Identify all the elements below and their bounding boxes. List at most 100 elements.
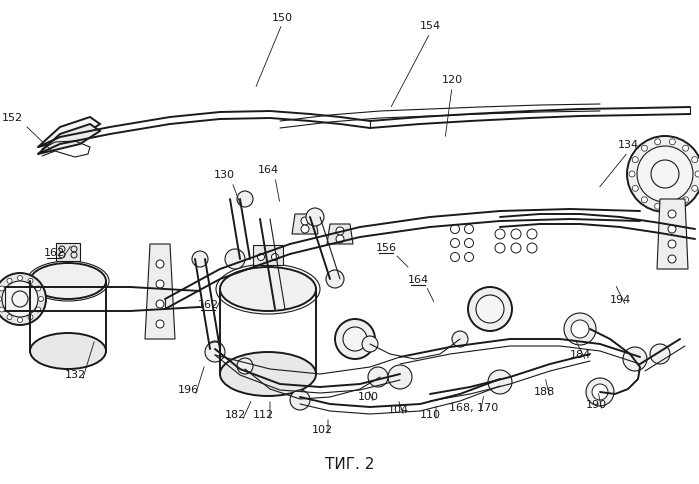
Circle shape	[692, 186, 698, 192]
Polygon shape	[327, 225, 353, 244]
Polygon shape	[56, 243, 80, 261]
Circle shape	[362, 336, 378, 352]
Circle shape	[335, 319, 375, 359]
Circle shape	[368, 367, 388, 387]
Circle shape	[668, 211, 676, 219]
Circle shape	[683, 146, 689, 152]
Polygon shape	[38, 125, 100, 155]
Circle shape	[7, 279, 12, 284]
Circle shape	[17, 318, 22, 323]
Text: 120: 120	[442, 75, 463, 85]
Circle shape	[205, 342, 225, 362]
Circle shape	[257, 254, 264, 261]
Text: 156: 156	[375, 242, 396, 253]
Text: 154: 154	[419, 21, 440, 31]
Circle shape	[452, 332, 468, 348]
Circle shape	[642, 146, 647, 152]
Circle shape	[683, 197, 689, 203]
Text: 196: 196	[178, 384, 199, 394]
Circle shape	[156, 320, 164, 328]
Circle shape	[326, 271, 344, 288]
Text: 102: 102	[312, 424, 333, 434]
Circle shape	[668, 241, 676, 248]
Text: 152: 152	[1, 113, 22, 123]
Circle shape	[301, 217, 309, 226]
Circle shape	[476, 295, 504, 323]
Circle shape	[655, 139, 661, 146]
Circle shape	[571, 320, 589, 338]
Circle shape	[623, 348, 647, 371]
Polygon shape	[145, 244, 175, 339]
Circle shape	[627, 136, 699, 212]
Circle shape	[28, 279, 33, 284]
Ellipse shape	[220, 268, 316, 311]
Circle shape	[650, 344, 670, 364]
Circle shape	[237, 192, 253, 208]
Circle shape	[637, 147, 693, 203]
Circle shape	[527, 243, 537, 254]
Text: 110: 110	[419, 409, 440, 419]
Circle shape	[28, 315, 33, 320]
Circle shape	[668, 256, 676, 263]
Polygon shape	[253, 245, 283, 265]
Circle shape	[156, 301, 164, 308]
Polygon shape	[292, 214, 318, 235]
Text: 104: 104	[387, 404, 408, 414]
Text: 164: 164	[408, 274, 428, 285]
Circle shape	[271, 254, 278, 261]
Circle shape	[0, 297, 1, 302]
Circle shape	[495, 229, 505, 240]
Circle shape	[290, 390, 310, 410]
Circle shape	[633, 186, 638, 192]
Text: 194: 194	[610, 294, 630, 304]
Circle shape	[527, 229, 537, 240]
Text: 130: 130	[213, 170, 234, 180]
Text: 184: 184	[570, 349, 591, 359]
Circle shape	[465, 253, 473, 262]
Circle shape	[629, 172, 635, 178]
Circle shape	[17, 276, 22, 281]
Text: 134: 134	[617, 140, 639, 150]
Circle shape	[343, 327, 367, 351]
Text: 190: 190	[586, 399, 607, 409]
Circle shape	[225, 249, 245, 270]
Circle shape	[7, 315, 12, 320]
Circle shape	[38, 297, 43, 302]
Ellipse shape	[2, 281, 38, 318]
Text: 162: 162	[43, 247, 64, 257]
Circle shape	[0, 307, 4, 312]
Text: 188: 188	[533, 386, 554, 396]
Circle shape	[465, 225, 473, 234]
Circle shape	[237, 358, 253, 374]
Circle shape	[36, 287, 41, 291]
Circle shape	[633, 157, 638, 163]
Circle shape	[511, 229, 521, 240]
Text: 168, 170: 168, 170	[449, 402, 498, 412]
Circle shape	[586, 378, 614, 406]
Circle shape	[450, 253, 459, 262]
Circle shape	[488, 370, 512, 394]
Ellipse shape	[0, 273, 46, 325]
Circle shape	[465, 239, 473, 248]
Circle shape	[301, 226, 309, 233]
Polygon shape	[38, 118, 100, 148]
Circle shape	[450, 239, 459, 248]
Ellipse shape	[30, 333, 106, 369]
Text: 132: 132	[64, 369, 85, 379]
Circle shape	[670, 204, 675, 210]
Circle shape	[450, 225, 459, 234]
Circle shape	[156, 280, 164, 288]
Text: 150: 150	[271, 13, 292, 23]
Circle shape	[306, 209, 324, 227]
Circle shape	[564, 313, 596, 345]
Circle shape	[692, 157, 698, 163]
Text: ΤИГ. 2: ΤИГ. 2	[325, 456, 374, 471]
Circle shape	[592, 384, 608, 400]
Circle shape	[336, 236, 344, 243]
Circle shape	[192, 252, 208, 268]
Circle shape	[511, 243, 521, 254]
Text: 112: 112	[252, 409, 273, 419]
Text: 164: 164	[257, 165, 279, 175]
Circle shape	[655, 204, 661, 210]
Circle shape	[207, 341, 223, 357]
